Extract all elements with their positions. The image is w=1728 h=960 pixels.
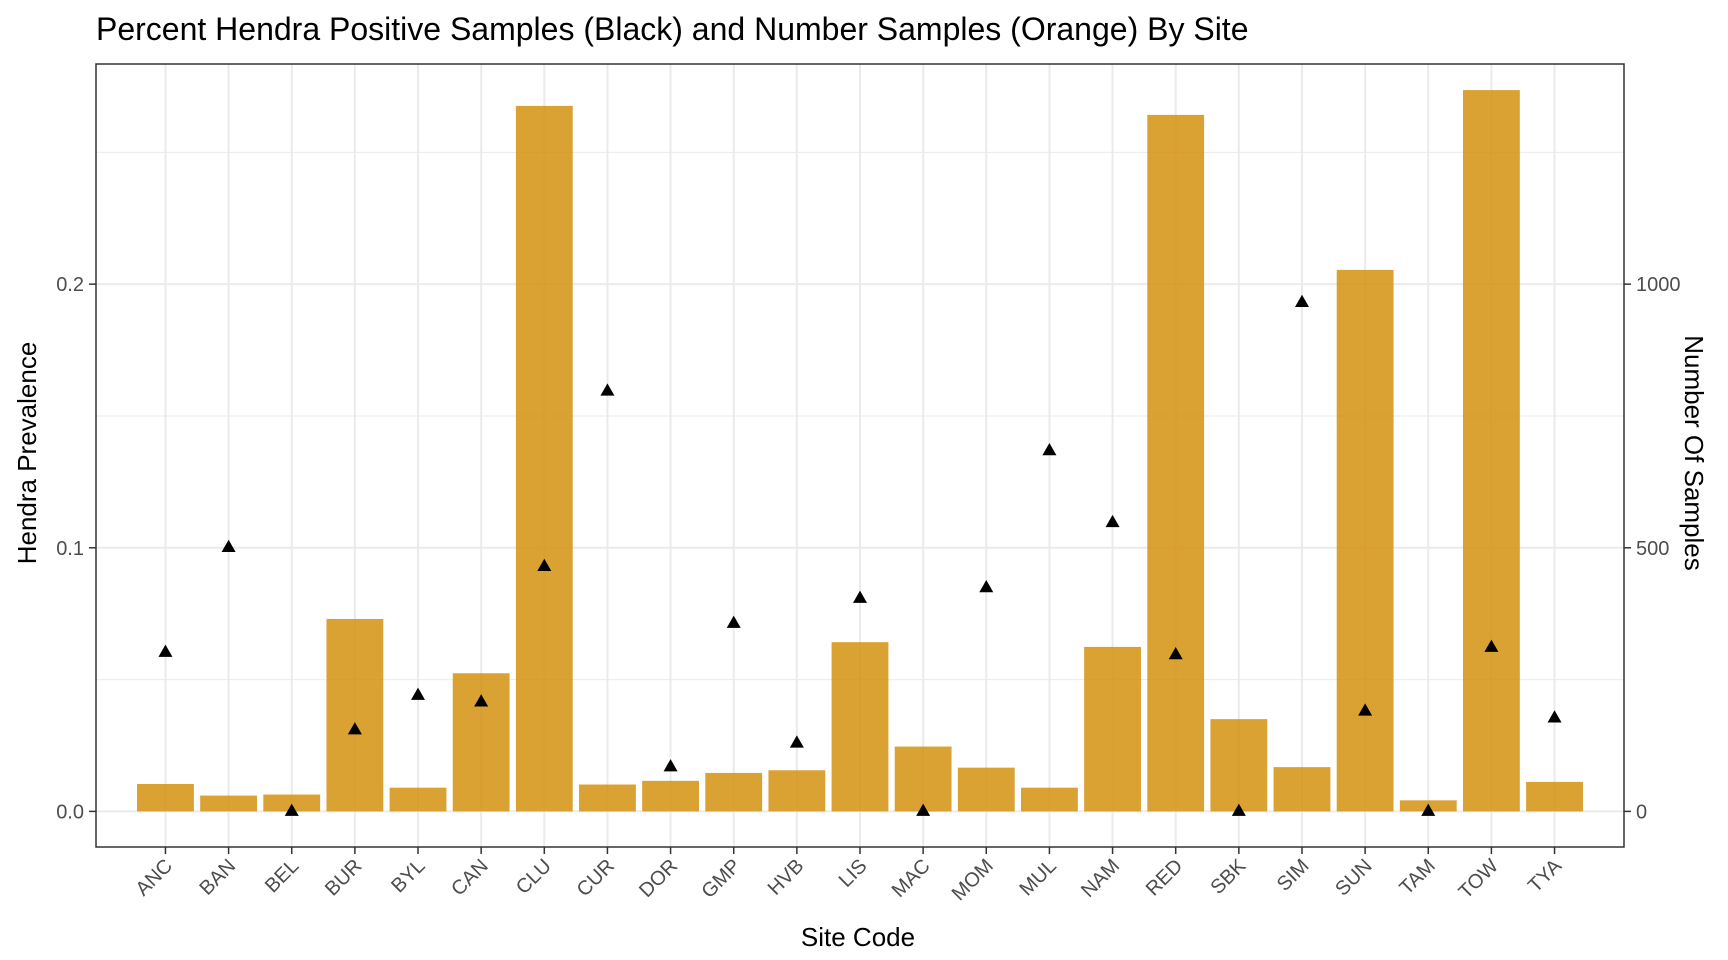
x-tick-label: GMP: [697, 855, 745, 903]
x-tick-label: SIM: [1273, 855, 1314, 896]
x-tick-label: BYL: [387, 855, 429, 897]
bar: [263, 794, 321, 812]
bar: [1526, 781, 1583, 812]
triangle-marker: [1358, 703, 1373, 716]
y2-axis-title: Number Of Samples: [1679, 335, 1709, 571]
x-tick-label: TYA: [1524, 855, 1566, 897]
triangle-marker: [158, 644, 173, 657]
x-tick-label: BUR: [321, 855, 366, 900]
x-tick-label: SBK: [1207, 855, 1251, 899]
y-axis-title: Hendra Prevalence: [12, 342, 42, 565]
x-tick-label: TAM: [1395, 855, 1439, 899]
triangle-marker: [789, 735, 804, 748]
triangle-marker: [347, 722, 362, 735]
triangle-marker: [663, 759, 678, 772]
triangle-marker: [916, 803, 931, 816]
triangle-marker: [1294, 294, 1309, 308]
triangle-marker: [1484, 639, 1499, 652]
triangle-marker: [411, 687, 426, 700]
bar: [1462, 90, 1520, 812]
bar: [1021, 787, 1078, 812]
marker-series: [158, 294, 1562, 816]
y-tick-label: 0.2: [56, 274, 84, 296]
x-tick-label: HVB: [764, 855, 809, 900]
bar: [831, 642, 889, 812]
triangle-marker: [221, 539, 236, 552]
y-tick-label: 0.1: [56, 538, 84, 560]
triangle-marker: [1042, 442, 1057, 456]
bar: [642, 780, 699, 812]
bar: [705, 772, 763, 812]
x-tick-label: CUR: [573, 855, 619, 901]
triangle-marker: [1105, 514, 1120, 528]
bar: [1084, 646, 1141, 812]
bar: [389, 787, 447, 812]
triangle-marker: [537, 558, 552, 571]
y-tick-label: 0.0: [56, 801, 84, 823]
bar-series: [137, 90, 1583, 812]
bar: [452, 673, 510, 812]
bar: [957, 767, 1015, 812]
triangle-marker: [979, 580, 994, 593]
y2-tick-label: 0: [1636, 801, 1647, 823]
x-tick-label: RED: [1142, 855, 1187, 900]
bar: [1147, 114, 1205, 812]
bar: [137, 783, 194, 812]
x-tick-label: BEL: [261, 855, 303, 897]
triangle-marker: [474, 694, 489, 707]
bar: [579, 784, 636, 812]
bar: [1210, 719, 1268, 812]
triangle-marker: [726, 615, 741, 628]
x-tick-label: MAC: [888, 855, 935, 902]
x-tick-label: TOW: [1455, 855, 1503, 903]
x-tick-label: NAM: [1077, 855, 1124, 902]
bar: [326, 618, 384, 812]
y2-tick-label: 1000: [1636, 274, 1681, 296]
chart-title: Percent Hendra Positive Samples (Black) …: [96, 11, 1248, 47]
bar: [200, 795, 258, 812]
triangle-marker: [600, 383, 615, 396]
x-tick-label: MUL: [1016, 855, 1061, 900]
x-tick-label: DOR: [635, 855, 682, 902]
bar: [768, 770, 826, 812]
x-axis-title: Site Code: [801, 922, 915, 952]
y2-tick-label: 500: [1636, 538, 1669, 560]
x-tick-label: CLU: [512, 855, 556, 899]
x-tick-label: MOM: [948, 855, 998, 905]
x-tick-label: SUN: [1331, 855, 1376, 900]
triangle-marker: [853, 590, 867, 603]
triangle-marker: [1421, 803, 1436, 816]
triangle-marker: [1168, 647, 1183, 660]
bar: [894, 746, 952, 812]
x-tick-label: ANC: [132, 855, 177, 900]
x-tick-label: LIS: [835, 855, 872, 892]
bar: [1336, 269, 1394, 812]
triangle-marker: [1231, 803, 1246, 816]
bar: [1273, 767, 1331, 812]
x-tick-label: BAN: [195, 855, 240, 900]
triangle-marker: [1547, 710, 1562, 723]
triangle-marker: [284, 803, 299, 816]
x-tick-label: CAN: [447, 855, 492, 900]
bar: [515, 105, 573, 812]
